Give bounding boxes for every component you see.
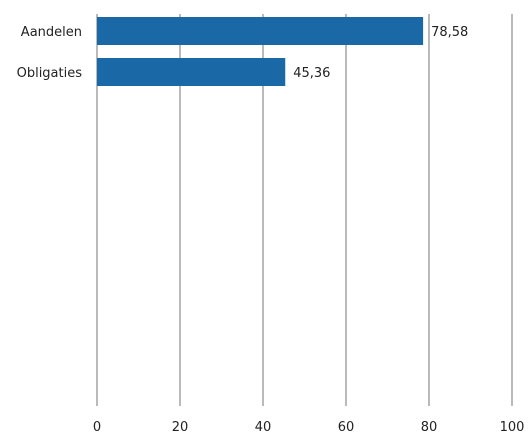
x-tick-label-60: 60 [338, 420, 355, 434]
x-tick-label-40: 40 [255, 420, 272, 434]
x-tick-label-80: 80 [421, 420, 438, 434]
value-label-obligaties: 45,36 [293, 66, 330, 81]
labels: 0 20 40 60 80 100 Aandelen 78,58 Obligaties 45,36 [17, 25, 525, 435]
bars [97, 17, 424, 86]
category-label-aandelen: Aandelen [21, 25, 82, 40]
value-label-aandelen: 78,58 [431, 25, 468, 40]
x-tick-label-0: 0 [93, 420, 101, 434]
category-label-obligaties: Obligaties [17, 66, 83, 81]
bar-aandelen [97, 17, 424, 45]
x-tick-label-100: 100 [500, 420, 525, 434]
x-tick-label-20: 20 [172, 420, 189, 434]
bar-obligaties [97, 58, 286, 86]
